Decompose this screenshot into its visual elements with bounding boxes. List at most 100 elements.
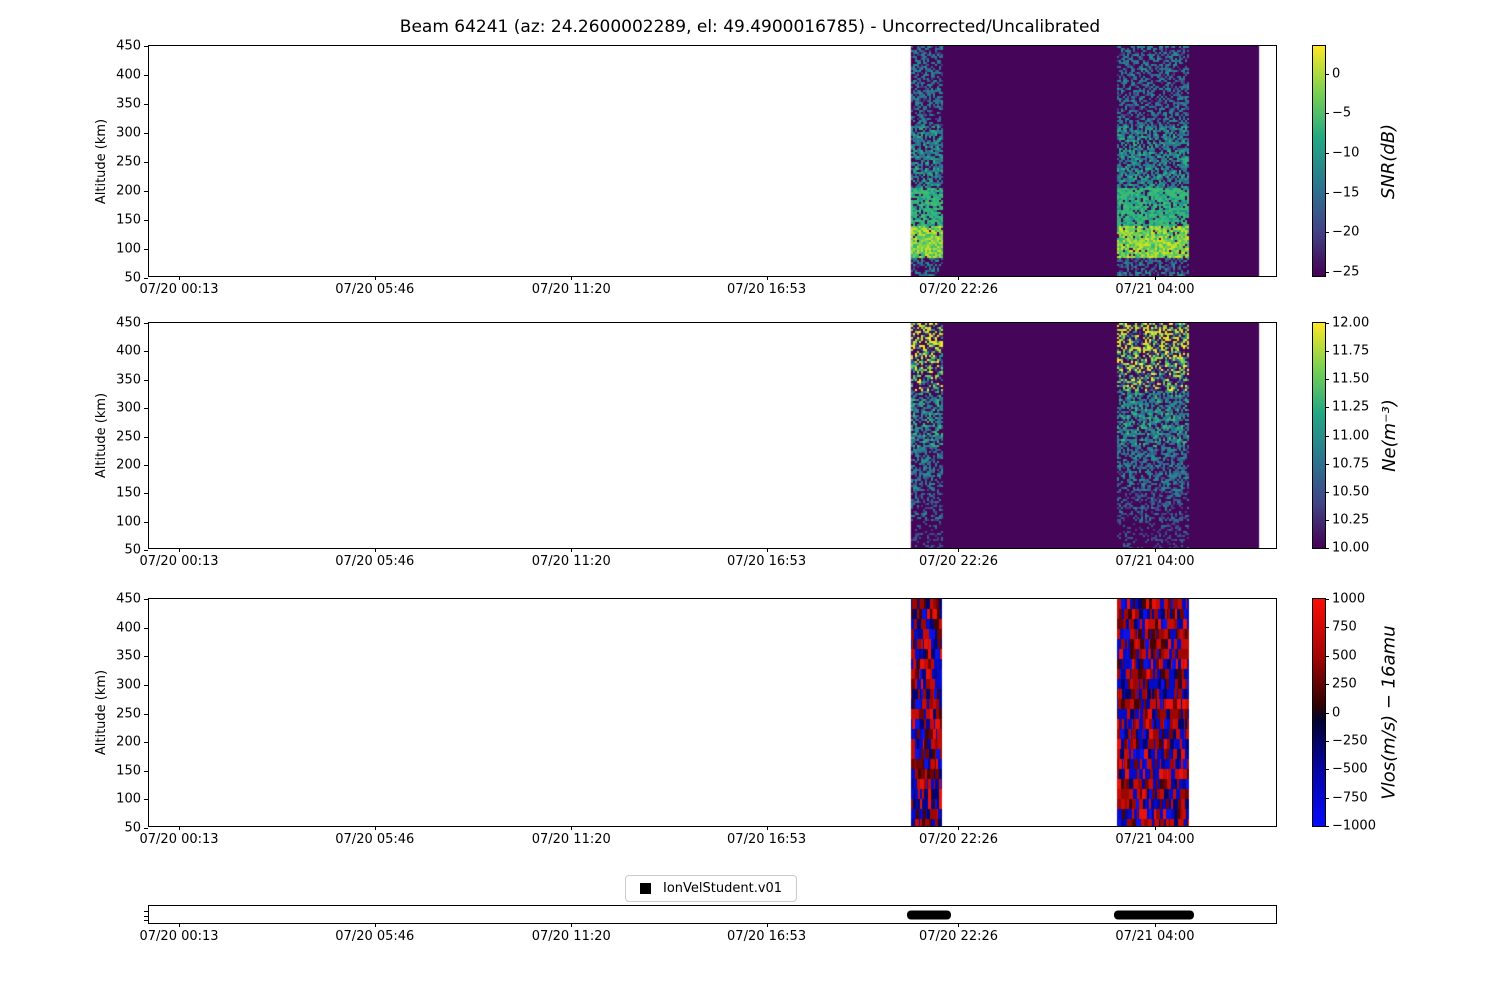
colorbar-tick	[1325, 712, 1329, 714]
x-tick	[374, 923, 376, 927]
colorbar-tick-label: 250	[1332, 676, 1357, 692]
x-tick	[958, 826, 960, 830]
snr-y-axis-label: Altitude (km)	[94, 118, 110, 204]
colorbar-tick	[1325, 519, 1329, 521]
y-tick	[144, 408, 148, 410]
y-tick	[144, 599, 148, 600]
x-tick	[571, 826, 573, 830]
x-tick-label: 07/21 04:00	[1115, 832, 1195, 847]
colorbar-tick	[1325, 323, 1329, 324]
colorbar-tick	[1325, 379, 1329, 381]
y-tick-label: 300	[116, 125, 141, 141]
strip-y-tick	[144, 910, 148, 912]
y-tick-label: 450	[116, 315, 141, 331]
y-tick	[144, 104, 148, 105]
colorbar-tick-label: 10.50	[1332, 484, 1370, 500]
colorbar-tick-label: 0	[1332, 705, 1341, 720]
colorbar-tick	[1325, 351, 1329, 353]
x-tick-label: 07/21 04:00	[1115, 929, 1195, 944]
x-tick	[179, 276, 181, 280]
colorbar-tick-label: −750	[1332, 790, 1368, 806]
colorbar-tick-label: −20	[1332, 224, 1360, 240]
y-tick	[144, 799, 148, 801]
colorbar-tick-label: 12.00	[1332, 315, 1370, 331]
legend: IonVelStudent.v01	[625, 875, 798, 902]
x-tick	[958, 548, 960, 552]
y-tick	[144, 493, 148, 495]
x-tick-label: 07/20 11:20	[531, 282, 611, 297]
x-tick-label: 07/20 05:46	[335, 554, 415, 569]
ne-panel: 07/20 00:13 07/20 05:46 07/20 11:20 07/20 1…	[116, 316, 1277, 569]
colorbar-tick-label: 750	[1332, 619, 1357, 635]
colorbar-tick	[1325, 684, 1329, 686]
y-tick	[144, 627, 148, 629]
y-tick	[144, 379, 148, 381]
colorbar-tick	[1325, 826, 1329, 827]
y-tick-label: 100	[116, 791, 141, 807]
x-tick	[958, 276, 960, 280]
y-tick-label: 450	[116, 591, 141, 607]
colorbar-tick-label: 11.25	[1332, 399, 1370, 415]
snr-colorbar: 0 −5 −10 −15 −20 −25	[1312, 45, 1359, 280]
colorbar-tick-label: −5	[1332, 105, 1352, 121]
x-tick-label: 07/20 16:53	[727, 282, 807, 297]
x-tick-label: 07/20 16:53	[727, 832, 807, 847]
vlos-heatmap	[149, 599, 1276, 826]
y-tick-label: 200	[116, 734, 141, 750]
availability-strip: 07/20 00:13 07/20 05:46 07/20 11:20 07/20 1…	[140, 905, 1277, 944]
y-tick-label: 250	[116, 429, 141, 444]
ne-colorbar: 12.00 11.75 11.50 11.25 11.00 10.75 10.50 10.25…	[1312, 316, 1369, 556]
colorbar-tick	[1325, 627, 1329, 629]
x-tick-label: 07/20 11:20	[531, 929, 611, 944]
strip-y-tick	[144, 915, 148, 917]
y-tick	[144, 550, 148, 551]
y-tick	[144, 521, 148, 523]
y-tick-label: 400	[116, 620, 141, 636]
y-tick-label: 250	[116, 154, 141, 170]
x-tick-label: 07/20 05:46	[335, 832, 415, 847]
y-tick	[144, 278, 148, 279]
y-tick	[144, 656, 148, 658]
x-tick-label: 07/20 11:20	[531, 832, 611, 847]
y-tick-label: 50	[124, 542, 141, 558]
colorbar-tick	[1325, 272, 1329, 274]
colorbar-tick-label: 11.50	[1332, 371, 1370, 387]
y-tick	[144, 464, 148, 466]
y-tick-label: 300	[116, 677, 141, 693]
y-tick-label: 350	[116, 648, 141, 664]
x-tick	[571, 548, 573, 552]
snr-heatmap	[149, 46, 1276, 276]
vlos-panel: 07/20 00:13 07/20 05:46 07/20 11:20 07/20 1…	[116, 592, 1277, 847]
y-tick	[144, 249, 148, 250]
x-tick	[1154, 548, 1156, 552]
colorbar-tick-label: −500	[1332, 761, 1368, 777]
x-tick-label: 07/20 00:13	[139, 554, 219, 569]
x-tick	[179, 923, 181, 927]
x-tick	[766, 826, 768, 830]
vlos-y-axis-label: Altitude (km)	[94, 669, 110, 756]
colorbar-tick	[1325, 113, 1329, 115]
x-tick	[179, 826, 181, 830]
x-tick-label: 07/21 04:00	[1115, 554, 1195, 569]
y-tick-label: 100	[116, 514, 141, 530]
x-tick-label: 07/20 16:53	[727, 554, 807, 569]
y-tick-label: 150	[116, 763, 141, 779]
x-tick-label: 07/20 00:13	[139, 282, 219, 297]
colorbar-tick	[1325, 599, 1329, 600]
colorbar-tick	[1325, 463, 1329, 465]
y-tick	[144, 351, 148, 353]
x-tick	[571, 923, 573, 927]
y-tick-label: 200	[116, 183, 141, 199]
colorbar-tick-label: 1000	[1332, 591, 1366, 607]
x-tick	[1154, 276, 1156, 280]
x-tick-label: 07/20 22:26	[918, 282, 999, 297]
legend-square-marker-icon	[640, 883, 651, 894]
colorbar-tick	[1325, 797, 1329, 799]
y-tick	[144, 191, 148, 192]
y-tick-label: 400	[116, 67, 141, 83]
x-tick-label: 07/20 22:26	[918, 832, 999, 847]
x-tick-label: 07/20 00:13	[139, 832, 219, 847]
x-tick	[766, 923, 768, 927]
y-tick	[144, 770, 148, 772]
colorbar-tick-label: −1000	[1332, 818, 1376, 834]
